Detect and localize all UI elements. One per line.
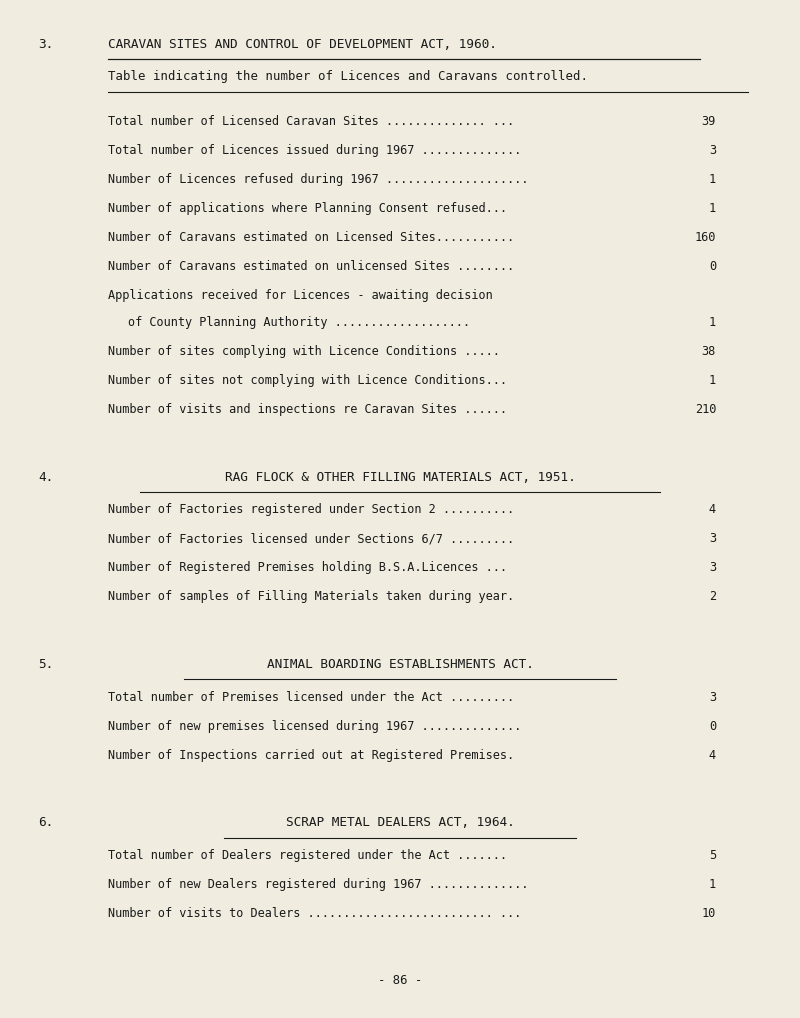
Text: 5: 5 (709, 849, 716, 862)
Text: 6.: 6. (38, 816, 54, 830)
Text: 0: 0 (709, 720, 716, 733)
Text: Number of sites not complying with Licence Conditions...: Number of sites not complying with Licen… (108, 374, 507, 387)
Text: RAG FLOCK & OTHER FILLING MATERIALS ACT, 1951.: RAG FLOCK & OTHER FILLING MATERIALS ACT,… (225, 470, 575, 484)
Text: 3: 3 (709, 561, 716, 574)
Text: 4: 4 (709, 503, 716, 516)
Text: Total number of Dealers registered under the Act .......: Total number of Dealers registered under… (108, 849, 507, 862)
Text: 2: 2 (709, 590, 716, 604)
Text: 3: 3 (709, 690, 716, 703)
Text: Number of visits and inspections re Caravan Sites ......: Number of visits and inspections re Cara… (108, 403, 507, 416)
Text: SCRAP METAL DEALERS ACT, 1964.: SCRAP METAL DEALERS ACT, 1964. (286, 816, 514, 830)
Text: 210: 210 (694, 403, 716, 416)
Text: Number of Registered Premises holding B.S.A.Licences ...: Number of Registered Premises holding B.… (108, 561, 507, 574)
Text: Number of applications where Planning Consent refused...: Number of applications where Planning Co… (108, 203, 507, 215)
Text: Number of Caravans estimated on unlicensed Sites ........: Number of Caravans estimated on unlicens… (108, 261, 514, 273)
Text: 4: 4 (709, 748, 716, 761)
Text: 3: 3 (709, 532, 716, 546)
Text: CARAVAN SITES AND CONTROL OF DEVELOPMENT ACT, 1960.: CARAVAN SITES AND CONTROL OF DEVELOPMENT… (108, 38, 497, 51)
Text: Number of Factories licensed under Sections 6/7 .........: Number of Factories licensed under Secti… (108, 532, 514, 546)
Text: Number of visits to Dealers .......................... ...: Number of visits to Dealers ............… (108, 907, 522, 920)
Text: Number of samples of Filling Materials taken during year.: Number of samples of Filling Materials t… (108, 590, 514, 604)
Text: 4.: 4. (38, 470, 54, 484)
Text: of County Planning Authority ...................: of County Planning Authority ...........… (128, 316, 470, 329)
Text: Number of Licences refused during 1967 ....................: Number of Licences refused during 1967 .… (108, 173, 528, 186)
Text: - 86 -: - 86 - (378, 974, 422, 987)
Text: ANIMAL BOARDING ESTABLISHMENTS ACT.: ANIMAL BOARDING ESTABLISHMENTS ACT. (266, 658, 534, 671)
Text: Total number of Licences issued during 1967 ..............: Total number of Licences issued during 1… (108, 145, 522, 157)
Text: Number of Caravans estimated on Licensed Sites...........: Number of Caravans estimated on Licensed… (108, 231, 514, 244)
Text: Total number of Licensed Caravan Sites .............. ...: Total number of Licensed Caravan Sites .… (108, 115, 514, 128)
Text: 3.: 3. (38, 38, 54, 51)
Text: 0: 0 (709, 261, 716, 273)
Text: Total number of Premises licensed under the Act .........: Total number of Premises licensed under … (108, 690, 514, 703)
Text: 160: 160 (694, 231, 716, 244)
Text: 1: 1 (709, 374, 716, 387)
Text: 10: 10 (702, 907, 716, 920)
Text: 1: 1 (709, 173, 716, 186)
Text: 1: 1 (709, 878, 716, 891)
Text: 1: 1 (709, 316, 716, 329)
Text: Number of Factories registered under Section 2 ..........: Number of Factories registered under Sec… (108, 503, 514, 516)
Text: 38: 38 (702, 345, 716, 358)
Text: 1: 1 (709, 203, 716, 215)
Text: Number of Inspections carried out at Registered Premises.: Number of Inspections carried out at Reg… (108, 748, 514, 761)
Text: Number of new premises licensed during 1967 ..............: Number of new premises licensed during 1… (108, 720, 522, 733)
Text: Number of sites complying with Licence Conditions .....: Number of sites complying with Licence C… (108, 345, 500, 358)
Text: 39: 39 (702, 115, 716, 128)
Text: Table indicating the number of Licences and Caravans controlled.: Table indicating the number of Licences … (108, 70, 588, 83)
Text: 5.: 5. (38, 658, 54, 671)
Text: Number of new Dealers registered during 1967 ..............: Number of new Dealers registered during … (108, 878, 528, 891)
Text: Applications received for Licences - awaiting decision: Applications received for Licences - awa… (108, 289, 493, 302)
Text: 3: 3 (709, 145, 716, 157)
